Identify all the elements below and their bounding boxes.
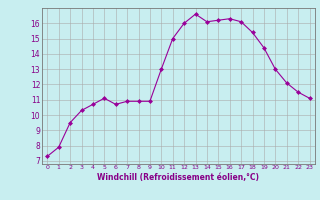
X-axis label: Windchill (Refroidissement éolien,°C): Windchill (Refroidissement éolien,°C) bbox=[97, 173, 260, 182]
